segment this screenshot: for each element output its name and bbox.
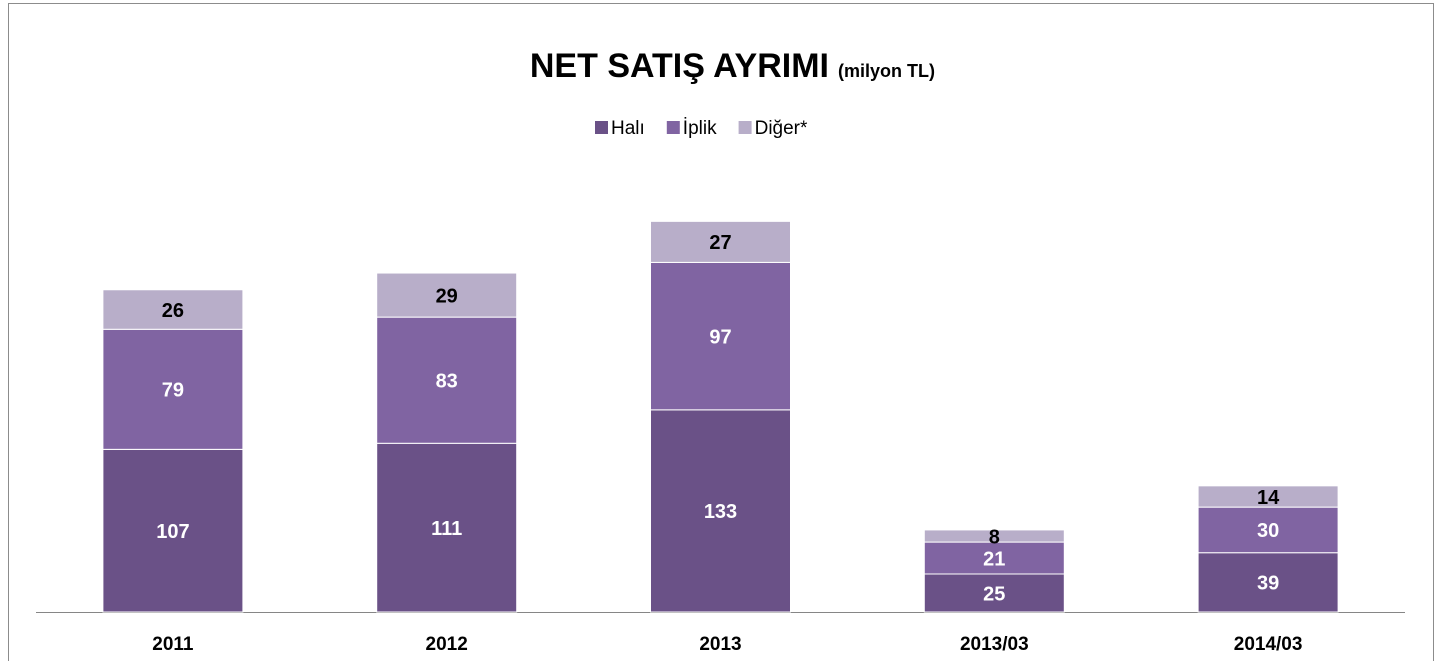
data-label: 111 — [431, 518, 462, 540]
x-tick-label: 2013 — [699, 634, 741, 655]
legend-swatch — [595, 121, 608, 134]
x-tick-label: 2011 — [152, 634, 194, 655]
data-label: 97 — [709, 326, 731, 348]
bar-segment — [923, 529, 1065, 543]
legend-label: Diğer* — [755, 118, 808, 139]
bar-segment — [102, 289, 244, 330]
x-tick-label: 2012 — [426, 634, 468, 655]
x-tick-label: 2014/03 — [1234, 634, 1303, 655]
bar-segment — [102, 328, 244, 450]
data-label: 14 — [1257, 487, 1280, 509]
legend-swatch — [666, 121, 680, 134]
legend-label: Halı — [611, 118, 645, 139]
chart-subtitle: (milyon TL) — [838, 61, 935, 81]
data-label: 8 — [989, 526, 1000, 548]
bar-segment — [102, 448, 244, 613]
data-label: 83 — [436, 370, 458, 392]
bar-segment — [376, 272, 518, 318]
legend-label: İplik — [683, 118, 717, 139]
bar-segment — [923, 573, 1065, 613]
data-label: 133 — [704, 501, 737, 523]
bar-segment — [650, 409, 791, 613]
bar-segment — [1197, 552, 1339, 613]
legend-swatch — [738, 121, 752, 134]
data-label: 39 — [1257, 573, 1279, 595]
x-tick-label: 2013/03 — [960, 634, 1029, 655]
data-label: 25 — [983, 583, 1005, 605]
bar-segment — [1197, 485, 1339, 508]
data-label: 79 — [162, 380, 184, 402]
data-label: 29 — [436, 285, 458, 307]
data-label: 30 — [1257, 520, 1279, 542]
data-label: 26 — [162, 300, 184, 322]
bar-segment — [650, 220, 791, 263]
data-label: 21 — [983, 548, 1005, 570]
bar-segment — [1197, 506, 1339, 554]
chart-title: NET SATIŞ AYRIMI — [530, 47, 829, 85]
bar-segment — [650, 261, 791, 411]
data-label: 107 — [156, 521, 189, 543]
data-label: 27 — [709, 232, 731, 254]
